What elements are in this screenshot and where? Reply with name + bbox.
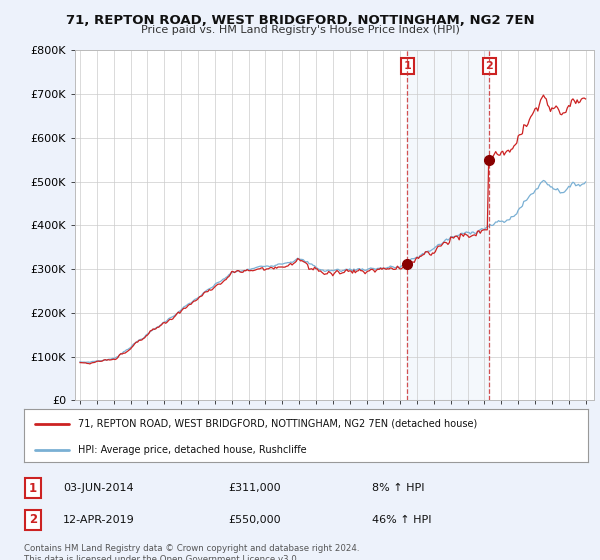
Text: 03-JUN-2014: 03-JUN-2014 [63, 483, 134, 493]
Text: 1: 1 [403, 61, 411, 71]
Text: 8% ↑ HPI: 8% ↑ HPI [372, 483, 425, 493]
Text: 71, REPTON ROAD, WEST BRIDGFORD, NOTTINGHAM, NG2 7EN (detached house): 71, REPTON ROAD, WEST BRIDGFORD, NOTTING… [77, 419, 477, 429]
Bar [407, 50, 489, 400]
Text: 2: 2 [29, 513, 37, 526]
Text: £550,000: £550,000 [228, 515, 281, 525]
Text: 71, REPTON ROAD, WEST BRIDGFORD, NOTTINGHAM, NG2 7EN: 71, REPTON ROAD, WEST BRIDGFORD, NOTTING… [65, 14, 535, 27]
Text: Contains HM Land Registry data © Crown copyright and database right 2024.
This d: Contains HM Land Registry data © Crown c… [24, 544, 359, 560]
Text: Price paid vs. HM Land Registry's House Price Index (HPI): Price paid vs. HM Land Registry's House … [140, 25, 460, 35]
Text: 1: 1 [29, 482, 37, 495]
Text: £311,000: £311,000 [228, 483, 281, 493]
Text: 2: 2 [485, 61, 493, 71]
Text: 12-APR-2019: 12-APR-2019 [63, 515, 135, 525]
Text: HPI: Average price, detached house, Rushcliffe: HPI: Average price, detached house, Rush… [77, 445, 306, 455]
Text: 46% ↑ HPI: 46% ↑ HPI [372, 515, 431, 525]
